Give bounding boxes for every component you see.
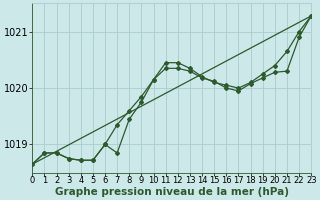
X-axis label: Graphe pression niveau de la mer (hPa): Graphe pression niveau de la mer (hPa)	[55, 187, 289, 197]
